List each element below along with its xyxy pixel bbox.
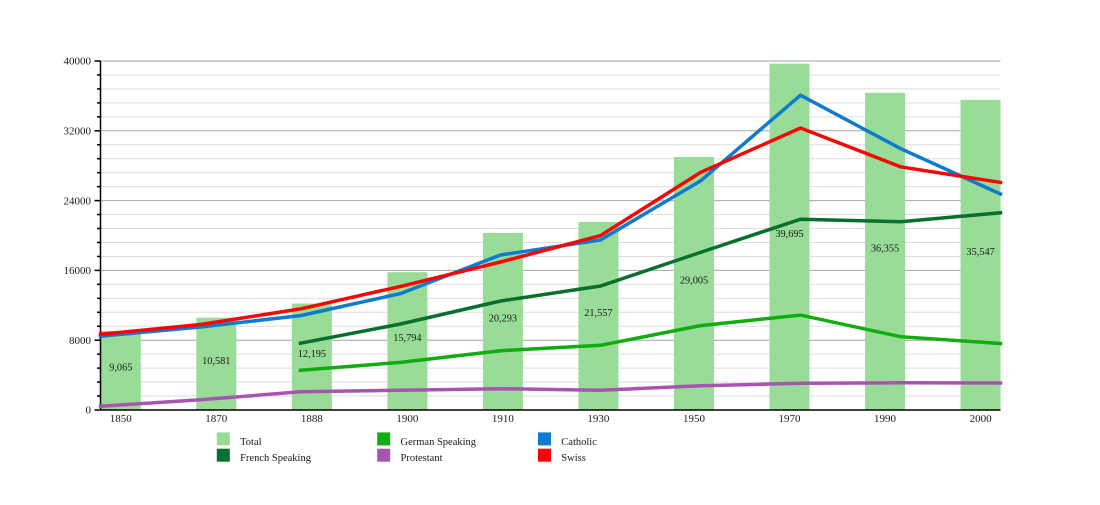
svg-text:Total: Total: [240, 437, 262, 448]
svg-text:Catholic: Catholic: [561, 437, 597, 448]
svg-text:32000: 32000: [64, 126, 92, 138]
svg-text:German Speaking: German Speaking: [401, 437, 477, 448]
svg-text:1990: 1990: [874, 413, 897, 425]
svg-text:39,695: 39,695: [775, 229, 803, 240]
svg-text:Swiss: Swiss: [561, 453, 586, 464]
svg-text:40000: 40000: [64, 56, 92, 68]
svg-text:24000: 24000: [64, 195, 92, 207]
svg-text:12,195: 12,195: [298, 349, 326, 360]
svg-text:0: 0: [86, 405, 92, 417]
svg-text:15,794: 15,794: [393, 333, 421, 344]
svg-text:29,005: 29,005: [680, 276, 708, 287]
svg-text:1870: 1870: [205, 413, 228, 425]
svg-text:1850: 1850: [110, 413, 133, 425]
svg-text:9,065: 9,065: [109, 363, 132, 374]
svg-text:1950: 1950: [683, 413, 706, 425]
svg-text:16000: 16000: [64, 265, 92, 277]
svg-text:1910: 1910: [492, 413, 515, 425]
svg-text:36,355: 36,355: [871, 243, 899, 254]
svg-text:21,557: 21,557: [584, 308, 612, 319]
svg-text:French Speaking: French Speaking: [240, 453, 312, 464]
svg-text:1930: 1930: [587, 413, 610, 425]
svg-text:20,293: 20,293: [489, 314, 517, 325]
svg-text:Protestant: Protestant: [401, 453, 443, 464]
svg-text:8000: 8000: [69, 335, 92, 347]
svg-text:35,547: 35,547: [966, 247, 994, 258]
svg-text:10,581: 10,581: [202, 356, 230, 367]
svg-text:1900: 1900: [396, 413, 419, 425]
svg-text:1970: 1970: [779, 413, 802, 425]
svg-text:1888: 1888: [301, 413, 324, 425]
svg-text:2000: 2000: [970, 413, 993, 425]
